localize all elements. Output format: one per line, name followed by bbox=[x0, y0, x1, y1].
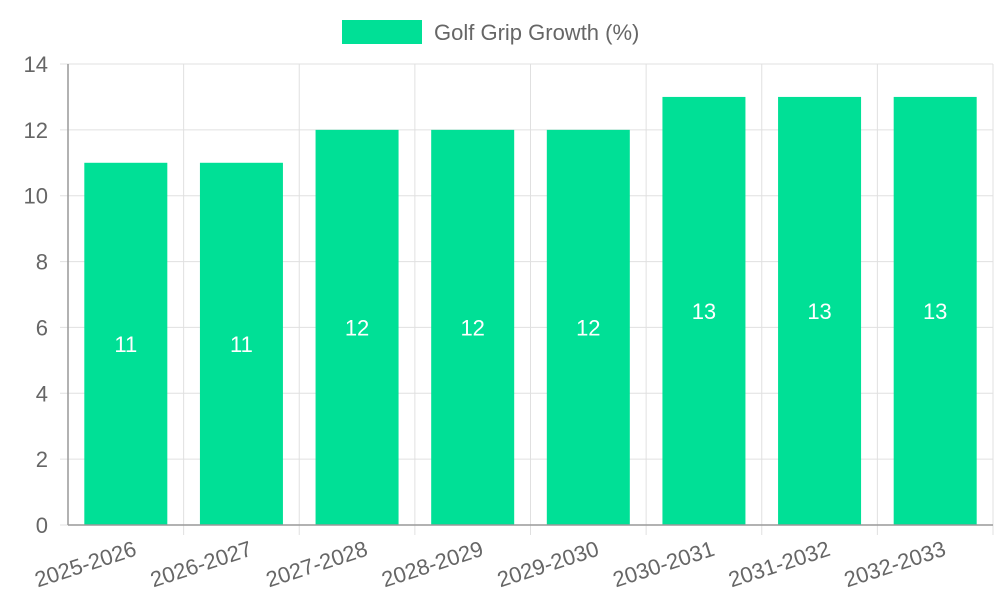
legend-label[interactable]: Golf Grip Growth (%) bbox=[434, 20, 639, 45]
y-tick-label: 6 bbox=[36, 315, 48, 340]
data-label: 12 bbox=[345, 315, 369, 340]
x-tick-label: 2031-2032 bbox=[725, 536, 833, 592]
x-tick-label: 2030-2031 bbox=[610, 536, 718, 592]
data-labels: 11 11 12 12 12 13 13 13 bbox=[114, 299, 947, 357]
bar[interactable] bbox=[84, 162, 168, 526]
y-tick-label: 8 bbox=[36, 250, 48, 275]
x-tick-label: 2027-2028 bbox=[263, 536, 371, 592]
bars bbox=[84, 96, 977, 526]
bar[interactable] bbox=[431, 129, 515, 525]
data-label: 12 bbox=[576, 315, 600, 340]
bar[interactable] bbox=[893, 96, 977, 525]
x-tick-label: 2026-2027 bbox=[147, 536, 255, 592]
bar[interactable] bbox=[546, 129, 630, 525]
data-label: 13 bbox=[923, 299, 947, 324]
x-tick-label: 2032-2033 bbox=[841, 536, 949, 592]
legend[interactable]: Golf Grip Growth (%) bbox=[342, 20, 639, 45]
y-tick-label: 2 bbox=[36, 447, 48, 472]
x-tick-label: 2028-2029 bbox=[378, 536, 486, 592]
x-tick-label: 2025-2026 bbox=[32, 536, 140, 592]
legend-swatch[interactable] bbox=[342, 20, 422, 44]
data-label: 13 bbox=[807, 299, 831, 324]
x-tick-label: 2029-2030 bbox=[494, 536, 602, 592]
data-label: 13 bbox=[692, 299, 716, 324]
bar[interactable] bbox=[315, 129, 399, 525]
bar[interactable] bbox=[662, 96, 746, 525]
bar[interactable] bbox=[778, 96, 862, 525]
data-label: 11 bbox=[114, 332, 137, 357]
y-tick-label: 14 bbox=[24, 52, 48, 77]
y-tick-label: 0 bbox=[36, 513, 48, 538]
y-tick-label: 10 bbox=[24, 184, 48, 209]
data-label: 11 bbox=[230, 332, 253, 357]
y-tick-label: 12 bbox=[24, 118, 48, 143]
data-label: 12 bbox=[460, 315, 484, 340]
bar[interactable] bbox=[199, 162, 283, 526]
y-tick-label: 4 bbox=[36, 381, 48, 406]
